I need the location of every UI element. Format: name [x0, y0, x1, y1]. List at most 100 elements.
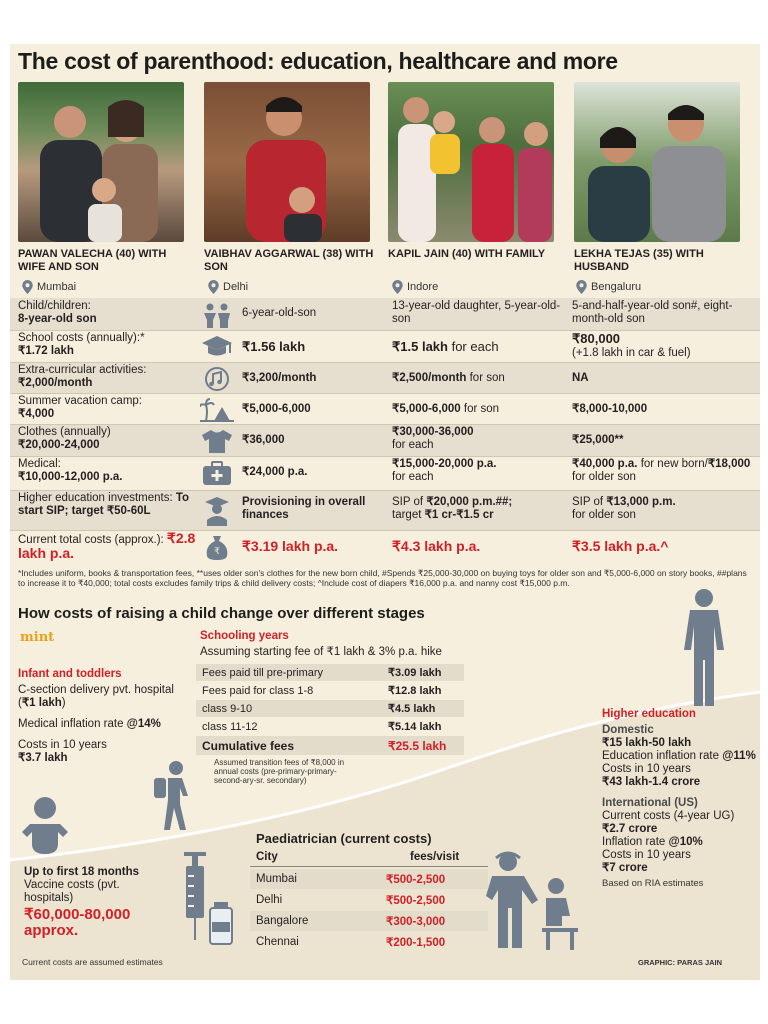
intl-inflation: Inflation rate @10%: [602, 836, 703, 848]
schooling-section: Schooling years Assuming starting fee of…: [196, 627, 502, 785]
row-clothes-c2: ₹36,000: [242, 434, 285, 446]
intl-current: Current costs (4-year UG) ₹2.7 crore: [602, 810, 735, 835]
row-bg: [10, 490, 760, 530]
row-total-c4: ₹3.5 lakh p.a.^: [572, 538, 669, 554]
photo-kapil-family: [388, 82, 554, 242]
graduate-icon: [205, 497, 229, 526]
location-4: Bengaluru: [576, 278, 641, 296]
svg-text:₹: ₹: [214, 547, 220, 557]
intl-ten-years: Costs in 10 years ₹7 crore: [602, 849, 691, 874]
row-bg: [10, 298, 760, 330]
row-medical-c4: ₹40,000 p.a. for new born/₹18,000 for ol…: [572, 458, 751, 483]
infant-section: Infant and toddlers C-section delivery p…: [18, 668, 188, 765]
schoolchild-icon: [154, 761, 188, 830]
family-name-1: PAWAN VALECHA (40) WITH WIFE AND SON: [18, 248, 167, 273]
schooling-row: class 11-12 ₹5.14 lakh: [202, 720, 442, 734]
location-3: Indore: [392, 278, 438, 296]
paediatrician-row: Bangalore ₹300-3,000: [250, 911, 488, 931]
schooling-row: Fees paid till pre-primary ₹3.09 lakh: [196, 664, 464, 681]
row-camp-label: Summer vacation camp: ₹4,000: [18, 395, 142, 420]
vaccine-text: Vaccine costs (pvt. hospitals): [24, 879, 120, 904]
location-pin-icon: [22, 280, 33, 294]
location-1: Mumbai: [22, 278, 76, 296]
infographic: The cost of parenthood: education, healt…: [10, 44, 760, 980]
vaccine-value: ₹60,000-80,000 approx.: [24, 906, 131, 939]
medical-kit-icon: [203, 461, 231, 485]
schooling-cumulative: Cumulative fees ₹25.5 lakh: [196, 736, 464, 755]
photo-pawan-family: [18, 82, 184, 242]
row-medical-c2: ₹24,000 p.a.: [242, 466, 308, 478]
higher-section: Higher education Domestic ₹15 lakh-50 la…: [602, 708, 758, 889]
row-camp-c4: ₹8,000-10,000: [572, 403, 648, 415]
location-label: Indore: [407, 281, 439, 293]
page-title: The cost of parenthood: education, healt…: [18, 48, 618, 74]
higher-heading: Higher education: [602, 708, 696, 720]
location-label: Bengaluru: [591, 281, 642, 293]
adult-figure-icon: [684, 589, 724, 706]
schooling-note: Assumed transition fees of ₹8,000 in ann…: [214, 758, 345, 785]
bottom-note: Current costs are assumed estimates: [22, 957, 163, 967]
domestic-ten-years: Costs in 10 years ₹43 lakh-1.4 crore: [602, 763, 701, 788]
row-camp-c3: ₹5,000-6,000 for son: [392, 403, 500, 415]
infant-inflation: Medical inflation rate @14%: [18, 718, 161, 730]
paediatrician-col-fee: fees/visit: [410, 851, 460, 863]
row-extra-c2: ₹3,200/month: [242, 372, 317, 384]
shirt-icon: [202, 430, 232, 453]
row-higher-c2: Provisioning in overall finances: [242, 496, 366, 521]
syringe-icon: [184, 852, 233, 945]
graduation-cap-icon: [202, 336, 232, 356]
row-clothes-c4: ₹25,000**: [572, 434, 624, 446]
row-clothes-label: Clothes (annually) ₹20,000-24,000: [18, 426, 111, 451]
location-pin-icon: [392, 280, 403, 294]
row-bg: [10, 424, 760, 456]
vaccine-section: Up to first 18 months Vaccine costs (pvt…: [24, 866, 184, 939]
location-pin-icon: [208, 280, 219, 294]
baby-icon: [22, 797, 68, 854]
photo-vaibhav-family: [204, 82, 370, 242]
row-bg: [10, 362, 760, 393]
row-children-c2: 6-year-old-son: [242, 307, 317, 319]
row-children-c3: 13-year-old daughter, 5-year-old-son: [392, 300, 561, 325]
row-total-c2: ₹3.19 lakh p.a.: [242, 538, 339, 554]
footnote: *Includes uniform, books & transportatio…: [18, 568, 747, 588]
vaccine-heading: Up to first 18 months: [24, 866, 140, 878]
family-name-4: LEKHA TEJAS (35) WITH HUSBAND: [574, 248, 704, 273]
row-school-c2: ₹1.56 lakh: [242, 339, 306, 354]
row-total-label: Current total costs (approx.): ₹2.8 lakh…: [18, 530, 196, 561]
stages-heading: How costs of raising a child change over…: [18, 605, 425, 622]
row-school-c3: ₹1.5 lakh for each: [392, 339, 499, 354]
infant-ten-years: Costs in 10 years ₹3.7 lakh: [18, 739, 107, 764]
schooling-subheading: Assuming starting fee of ₹1 lakh & 3% p.…: [200, 646, 442, 658]
row-higher-label: Higher education investments: To start S…: [18, 492, 190, 517]
photo-lekha-family: [574, 82, 740, 242]
row-clothes-c3: ₹30,000-36,000 for each: [392, 426, 474, 451]
row-school-label: School costs (annually):* ₹1.72 lakh: [18, 332, 145, 357]
mint-logo: mint: [20, 630, 55, 645]
location-pin-icon: [576, 280, 587, 294]
row-higher-c3: SIP of ₹20,000 p.m.##; target ₹1 cr-₹1.5 …: [392, 496, 513, 521]
location-label: Delhi: [223, 281, 249, 293]
higher-source: Based on RIA estimates: [602, 878, 704, 889]
paediatrician-row: Delhi ₹500-2,500: [256, 894, 446, 907]
row-camp-c2: ₹5,000-6,000: [242, 403, 311, 415]
paediatrician-col-city: City: [256, 851, 278, 863]
infant-heading: Infant and toddlers: [18, 668, 122, 680]
paediatrician-heading: Paediatrician (current costs): [256, 831, 432, 846]
row-higher-c4: SIP of ₹13,000 p.m. for older son: [572, 496, 676, 521]
row-medical-c3: ₹15,000-20,000 p.a. for each: [392, 458, 497, 483]
row-total-c3: ₹4.3 lakh p.a.: [392, 538, 481, 554]
graphic-credit: GRAPHIC: PARAS JAIN: [638, 958, 723, 967]
family-name-3: KAPIL JAIN (40) WITH FAMILY: [388, 248, 546, 260]
schooling-row: class 9-10 ₹4.5 lakh: [196, 700, 464, 717]
paediatrician-row: Mumbai ₹500-2,500: [250, 869, 488, 889]
family-name-2: VAIBHAV AGGARWAL (38) WITH SON: [204, 248, 374, 273]
row-children-c4: 5-and-half-year-old son#, eight-month-ol…: [572, 300, 733, 325]
paediatrician-row: Chennai ₹200-1,500: [256, 936, 446, 949]
row-medical-label: Medical: ₹10,000-12,000 p.a.: [18, 458, 123, 483]
domestic-inflation: Education inflation rate @11%: [602, 750, 756, 762]
row-extra-c4: NA: [572, 372, 589, 384]
money-bag-icon: ₹: [206, 536, 228, 560]
doctor-with-child-icon: [486, 851, 578, 950]
infant-delivery: C-section delivery pvt. hospital (₹1 lak…: [18, 684, 174, 709]
row-extra-c3: ₹2,500/month for son: [392, 372, 505, 384]
